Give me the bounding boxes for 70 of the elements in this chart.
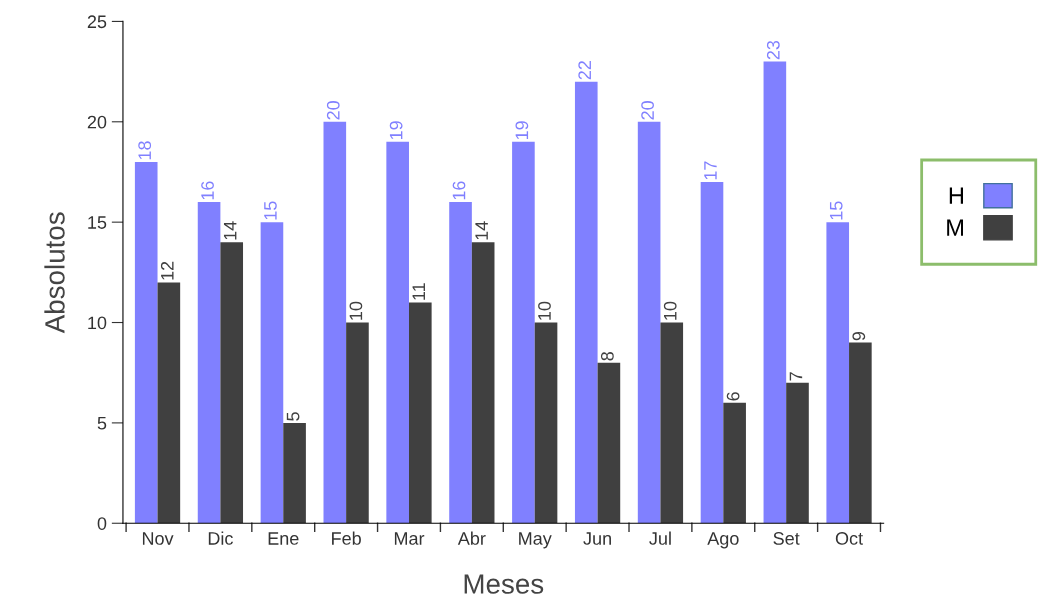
- x-tick-label: Ene: [268, 532, 299, 545]
- data-label: 20: [641, 101, 654, 120]
- legend-label: M: [947, 219, 963, 236]
- x-tick-label: Dic: [208, 531, 233, 545]
- bar: [134, 161, 158, 524]
- y-tick-label: 10: [88, 316, 107, 330]
- data-label: 11: [412, 283, 425, 300]
- bar: [157, 282, 181, 524]
- bar: [723, 402, 746, 524]
- data-label: 18: [138, 141, 152, 160]
- bar: [346, 322, 369, 524]
- bar: [637, 121, 661, 524]
- y-tick-label: 20: [87, 115, 107, 129]
- data-label: 19: [389, 121, 403, 140]
- x-tick-label: Feb: [332, 531, 361, 545]
- data-label: 16: [452, 181, 466, 200]
- bar: [763, 61, 787, 524]
- data-label: 17: [704, 161, 717, 180]
- data-label: 9: [852, 332, 866, 341]
- y-tick-label: 0: [97, 517, 107, 530]
- legend-label: H: [949, 187, 963, 204]
- data-label: 14: [223, 221, 237, 240]
- data-label: 5: [286, 412, 300, 421]
- x-tick-label: Abr: [457, 531, 486, 545]
- x-tick-label: Ago: [707, 532, 739, 549]
- data-label: 20: [326, 101, 340, 120]
- bar: [386, 141, 409, 524]
- data-label: 23: [766, 40, 780, 60]
- bar: [597, 362, 621, 524]
- data-label: 7: [789, 372, 803, 381]
- bar: [323, 121, 347, 524]
- bar: [700, 182, 724, 524]
- y-tick-label: 25: [87, 15, 107, 29]
- bar: [260, 222, 284, 524]
- x-tick-label: Mar: [394, 532, 425, 545]
- x-tick-label: Jun: [583, 532, 611, 545]
- bar: [574, 81, 598, 524]
- data-label: 6: [726, 392, 740, 401]
- y-axis-title: Absolutos: [44, 212, 65, 334]
- data-label: 15: [829, 201, 843, 220]
- bar: [534, 322, 558, 524]
- bar: [408, 302, 432, 524]
- bar: [849, 342, 872, 524]
- x-tick-label: Set: [773, 532, 800, 545]
- x-tick-label: May: [519, 532, 552, 549]
- y-tick-label: 5: [97, 417, 107, 430]
- x-axis-title: Meses: [464, 574, 544, 594]
- data-label: 10: [349, 301, 363, 320]
- data-label: 14: [475, 221, 488, 240]
- bar: [512, 141, 535, 524]
- bar: [660, 322, 684, 524]
- data-label: 12: [160, 261, 174, 280]
- y-tick-label: 15: [88, 216, 107, 229]
- data-label: 22: [578, 61, 591, 80]
- data-label: 15: [264, 201, 277, 220]
- x-tick-label: Oct: [835, 532, 863, 545]
- data-label: 8: [600, 352, 614, 361]
- data-label: 19: [515, 121, 529, 140]
- data-label: 16: [201, 181, 214, 200]
- x-tick-label: Jul: [649, 531, 671, 545]
- bar: [283, 422, 306, 524]
- bar: [471, 242, 495, 524]
- data-label: 10: [663, 301, 677, 320]
- x-tick-label: Nov: [142, 532, 174, 545]
- data-label: 10: [538, 301, 551, 320]
- bar: [449, 202, 472, 524]
- bar: [786, 382, 809, 524]
- bar: [220, 242, 244, 524]
- bar: [197, 202, 221, 524]
- bar: [826, 222, 850, 524]
